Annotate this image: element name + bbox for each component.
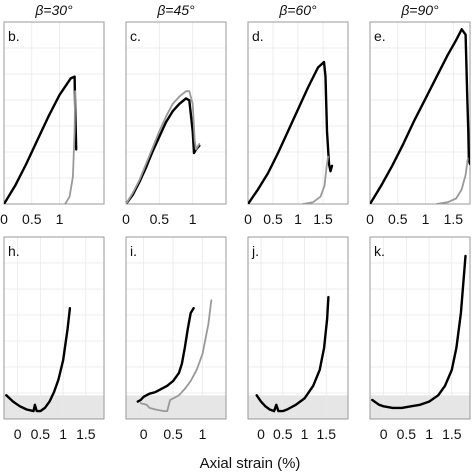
panel-frame [3,236,105,420]
x-tick-label: 1.5 [444,211,464,227]
panel-label: j. [251,243,259,259]
x-tick-label: 1 [56,211,64,227]
x-tick-label: 0.5 [273,426,293,442]
x-tick-label: 0 [244,211,252,227]
shaded-band [126,395,226,419]
panel-frame [247,236,349,420]
x-tick-label: 1.5 [76,426,96,442]
panel-frame [125,21,227,205]
x-tick-label: 0.5 [22,211,42,227]
series-line-secondary [139,299,213,412]
series-line [248,60,334,204]
panel-label: e. [374,28,386,44]
x-tick-label: 0.5 [263,211,283,227]
panel-label: i. [130,243,137,259]
panel-frame [3,21,105,205]
panel-label: b. [8,28,20,44]
panel-frame [369,21,471,205]
panel-c: c. β=45° 0 0.5 1 [122,2,227,227]
x-tick-label: 1 [199,426,207,442]
series-line [136,307,195,403]
panel-e: e. β=90° 0 0.5 1 1.5 [366,2,471,227]
panel-j: j. 0 0.5 1 1.5 [247,236,349,442]
series-line [371,254,467,410]
panel-label: d. [252,28,264,44]
series-line [126,97,201,204]
panel-i: i. 0 0.5 1 [125,236,227,442]
shaded-band [370,395,470,419]
x-tick-label: 1 [425,426,433,442]
x-tick-label: 0.5 [31,426,51,442]
series-line [370,28,470,204]
panel-frame [369,236,471,420]
x-tick-label: 0.5 [388,211,408,227]
panel-title: β=90° [400,2,439,18]
x-tick-label: 1 [59,426,67,442]
panel-title: β=60° [278,2,317,18]
panel-label: h. [8,243,20,259]
x-tick-label: 0 [140,426,148,442]
x-tick-label: 0 [0,211,8,227]
panel-label: c. [130,28,141,44]
panel-title: β=45° [156,2,195,18]
series-line-secondary [302,155,329,204]
series-line-secondary [435,157,469,204]
x-tick-label: 0 [122,211,130,227]
x-tick-label: 1.5 [317,426,337,442]
shaded-band [4,395,104,419]
x-axis-label: Axial strain (%) [200,455,301,472]
shaded-band [248,395,348,419]
x-tick-label: 0.5 [150,211,170,227]
series-line [5,307,72,413]
x-tick-label: 0 [366,211,374,227]
panel-title: β=30° [34,2,73,18]
x-tick-label: 0.5 [397,426,417,442]
x-tick-label: 0 [380,426,388,442]
x-tick-label: 1.5 [313,211,333,227]
panel-b: b. β=30° 0 0.5 1 [0,2,105,227]
series-line-secondary [126,90,201,204]
x-tick-label: 0 [14,426,22,442]
panel-h: h. 0 0.5 1 1.5 [3,236,105,442]
panel-k: k. 0 0.5 1 1.5 [369,236,471,442]
series-line [255,295,330,413]
x-tick-label: 1 [301,426,309,442]
x-tick-label: 0 [257,426,265,442]
x-tick-label: 1.5 [442,426,462,442]
panel-label: k. [374,243,385,259]
panel-frame [125,236,227,420]
x-tick-label: 0.5 [163,426,183,442]
x-tick-label: 1 [422,211,430,227]
x-tick-label: 1 [294,211,302,227]
panel-d: d. β=60° 0 0.5 1 1.5 [244,2,349,227]
panel-frame [247,21,349,205]
x-tick-label: 1 [189,211,197,227]
series-line [4,75,78,204]
series-line-secondary [64,90,76,204]
